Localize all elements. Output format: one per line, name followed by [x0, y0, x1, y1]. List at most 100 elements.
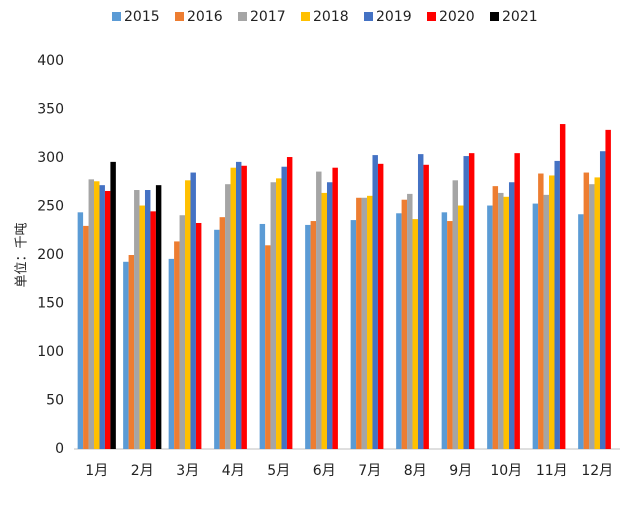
y-tick-label: 0 — [55, 441, 64, 457]
bar — [441, 212, 448, 449]
x-tick-label: 3月 — [176, 463, 199, 479]
bar — [452, 180, 459, 449]
x-tick-label: 5月 — [267, 463, 290, 479]
bar — [487, 205, 493, 449]
bar — [605, 129, 611, 449]
bar — [377, 163, 384, 449]
bar — [77, 212, 84, 449]
bar — [316, 171, 322, 449]
bar — [219, 217, 226, 449]
bar — [225, 184, 231, 449]
bar — [407, 193, 413, 449]
x-tick-label: 10月 — [490, 463, 522, 479]
bar — [458, 205, 464, 449]
legend-label: 2015 — [124, 9, 160, 25]
y-tick-label: 400 — [37, 53, 64, 69]
bar — [134, 190, 140, 449]
x-tick-label: 6月 — [313, 463, 336, 479]
legend-swatch — [175, 12, 184, 21]
bar — [185, 180, 191, 449]
bar — [174, 241, 180, 449]
bar — [492, 186, 499, 449]
bar — [241, 165, 247, 449]
bar — [88, 179, 95, 449]
bar — [190, 172, 196, 450]
bar — [423, 164, 429, 450]
bar — [578, 214, 584, 449]
bar — [94, 181, 100, 449]
bar — [305, 224, 311, 449]
bar — [144, 190, 151, 449]
legend-swatch — [364, 12, 373, 21]
bar — [559, 124, 566, 450]
bar — [321, 192, 327, 450]
bar — [372, 155, 378, 449]
x-tick-label: 1月 — [85, 463, 108, 479]
bar — [543, 194, 550, 449]
legend-swatch — [301, 12, 310, 21]
bar — [214, 229, 220, 449]
bar — [554, 160, 560, 449]
legend-swatch — [427, 12, 436, 21]
bar — [447, 221, 453, 449]
bar — [549, 175, 555, 449]
y-tick-label: 50 — [46, 393, 64, 409]
bar — [396, 213, 402, 449]
bar — [139, 205, 145, 449]
bar — [583, 172, 590, 450]
x-tick-label: 12月 — [581, 463, 613, 479]
bar — [150, 211, 156, 449]
bar — [599, 151, 606, 449]
y-axis-label: 单位：千吨 — [15, 222, 30, 287]
y-tick-label: 100 — [37, 344, 64, 360]
bar — [230, 167, 236, 449]
legend-label: 2018 — [313, 9, 349, 25]
y-tick-label: 200 — [37, 247, 64, 263]
bar — [594, 177, 600, 449]
bar — [104, 190, 111, 450]
legend-label: 2016 — [187, 9, 223, 25]
bar — [417, 154, 424, 449]
legend-label: 2019 — [376, 9, 412, 25]
legend-swatch — [112, 12, 121, 21]
y-tick-label: 250 — [37, 199, 64, 215]
y-tick-label: 150 — [37, 296, 64, 312]
bar — [463, 156, 469, 449]
legend-swatch — [238, 12, 247, 21]
bar — [276, 178, 282, 449]
bar — [310, 221, 317, 449]
bar — [538, 173, 544, 449]
y-tick-label: 350 — [37, 102, 64, 118]
bar — [412, 219, 418, 449]
x-tick-label: 8月 — [404, 463, 427, 479]
bar — [498, 192, 504, 450]
bar — [401, 199, 408, 449]
bar — [281, 166, 287, 450]
bar — [110, 161, 116, 449]
legend-label: 2021 — [502, 9, 538, 25]
bar — [532, 203, 539, 449]
bar — [235, 161, 242, 449]
bar — [168, 258, 175, 449]
bar — [508, 182, 515, 449]
bar — [326, 182, 333, 449]
legend-label: 2017 — [250, 9, 286, 25]
legend-swatch — [490, 12, 499, 21]
bar — [123, 261, 129, 449]
x-tick-label: 2月 — [131, 463, 154, 479]
bar — [99, 185, 105, 449]
y-tick-label: 300 — [37, 150, 64, 166]
bar — [179, 215, 186, 449]
bar — [155, 185, 162, 449]
bar — [361, 197, 368, 449]
bar — [265, 245, 271, 449]
bar — [259, 223, 266, 449]
bar — [128, 255, 135, 449]
legend-label: 2020 — [439, 9, 475, 25]
bar — [332, 167, 338, 449]
bar — [356, 197, 362, 449]
x-tick-label: 9月 — [449, 463, 472, 479]
bar — [195, 222, 202, 449]
bar — [503, 196, 509, 449]
